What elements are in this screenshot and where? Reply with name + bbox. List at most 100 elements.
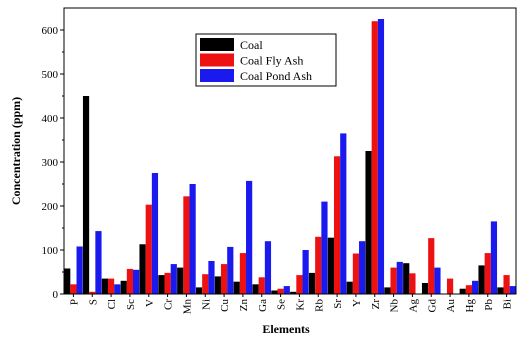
y-tick-label: 0 (53, 289, 59, 301)
bar-coal-pond-ash-P (76, 246, 83, 294)
bar-coal-fly-ash-Cr (164, 272, 171, 294)
bar-coal-fly-ash-Bi (503, 275, 510, 294)
y-tick-label: 300 (42, 157, 59, 169)
x-tick-label: Zr (370, 299, 382, 310)
x-tick-label: Y (351, 299, 363, 307)
bar-coal-pond-ash-Mn (189, 184, 196, 294)
x-axis: P S Cl Sc V Cr Mn Ni Cu Zn Ga Se Kr Rb Sr Y Zr Nb Ag Gd Au Hg… (68, 294, 514, 314)
x-tick-label: Ga (257, 299, 269, 312)
bar-coal-pond-ash-V (151, 173, 159, 294)
x-tick-label: Bi (502, 299, 514, 309)
bar-coal-pond-ash-Zn (246, 180, 253, 294)
bar-coal-pond-ash-Kr (302, 250, 309, 294)
bar-coal-fly-ash-Hg (465, 285, 473, 294)
bar-coal-Gd (421, 283, 429, 294)
bar-coal-fly-ash-P (70, 284, 77, 294)
bar-coal-fly-ash-Sc (126, 268, 134, 294)
x-tick-label: Nb (389, 299, 401, 313)
x-tick-label: Au (445, 299, 457, 313)
bar-coal-Zn (233, 281, 240, 294)
bar-coal-pond-ash-Y (359, 241, 366, 294)
bar-coal-fly-ash-Kr (296, 275, 303, 294)
legend-label-coal-pond-ash: Coal Pond Ash (240, 69, 312, 83)
bar-coal-V (139, 244, 146, 294)
bar-coal-Rb (308, 272, 316, 294)
bar-coal-fly-ash-Rb (315, 236, 322, 294)
bar-coal-pond-ash-Se (283, 286, 290, 294)
bar-coal-pond-ash-Zr (377, 19, 385, 294)
y-tick-label: 200 (42, 201, 59, 213)
x-tick-label: P (68, 299, 80, 305)
bar-coal-pond-ash-Hg (472, 280, 479, 294)
bar-coal-pond-ash-Pb (490, 221, 498, 294)
y-tick-label: 400 (42, 113, 59, 125)
x-tick-label: Pb (483, 299, 495, 311)
bar-coal-Ni (195, 287, 203, 294)
bar-coal-fly-ash-Ga (258, 277, 265, 294)
bar-coal-fly-ash-Gd (428, 238, 435, 294)
bar-coal-Sr (327, 237, 334, 294)
x-tick-label: Cl (106, 299, 118, 309)
bar-coal-Nb (384, 287, 391, 294)
x-tick-label: Sr (332, 299, 344, 309)
bar-coal-fly-ash-Sr (333, 156, 341, 294)
bar-coal-Bi (497, 287, 504, 294)
x-tick-label: Zn (238, 299, 250, 312)
bar-coal-Sc (120, 280, 127, 294)
y-tick-label: 100 (42, 245, 59, 257)
x-tick-label: Hg (464, 299, 476, 313)
bar-coal-fly-ash-Cu (220, 264, 228, 294)
bar-coal-fly-ash-Zn (239, 253, 247, 294)
x-tick-label: Cu (219, 299, 231, 312)
bar-coal-fly-ash-Cl (107, 278, 115, 294)
y-axis-title: Concentration (ppm) (9, 97, 23, 205)
bar-coal-fly-ash-V (145, 204, 152, 294)
bar-coal-fly-ash-Zr (371, 21, 378, 294)
x-tick-label: Se (276, 299, 288, 310)
x-tick-label: Kr (294, 299, 306, 311)
x-tick-label: V (144, 299, 156, 307)
y-tick-label: 500 (42, 69, 59, 81)
bar-coal-pond-ash-Sc (133, 269, 140, 294)
legend-label-coal: Coal (240, 38, 263, 52)
bar-coal-pond-ash-Gd (434, 267, 441, 294)
bar-coal-fly-ash-Au (446, 278, 454, 294)
bar-coal-Kr (290, 291, 297, 294)
bar-coal-S (82, 96, 90, 294)
bar-coal-pond-ash-Cr (170, 264, 177, 294)
legend-swatch-coal (200, 38, 234, 51)
x-tick-label: Ag (407, 299, 419, 313)
bar-coal-pond-ash-Bi (509, 286, 516, 294)
bar-coal-P (64, 268, 71, 294)
bar-coal-fly-ash-Nb (390, 267, 397, 294)
bar-coal-Cl (101, 278, 108, 294)
bar-coal-pond-ash-Rb (321, 201, 328, 294)
bar-coal-fly-ash-Se (277, 288, 284, 294)
x-tick-label: Rb (313, 299, 325, 312)
x-axis-title: Elements (262, 322, 310, 336)
bar-coal-Zr (365, 151, 372, 294)
bar-coal-pond-ash-Cu (227, 246, 234, 294)
bar-coal-fly-ash-Y (352, 253, 360, 294)
y-tick-label: 600 (42, 25, 59, 37)
bar-coal-pond-ash-Cl (114, 284, 121, 294)
y-axis: 0 100 200 300 400 500 600 (42, 25, 64, 301)
x-tick-label: S (87, 299, 99, 305)
bar-coal-Hg (459, 288, 466, 294)
bars-group (64, 19, 516, 294)
plot-frame (63, 7, 517, 295)
bar-coal-Pb (478, 265, 485, 294)
x-tick-label: Ni (200, 299, 212, 310)
x-tick-label: Sc (125, 299, 137, 310)
bar-coal-pond-ash-Ga (264, 241, 272, 294)
legend-label-coal-fly-ash: Coal Fly Ash (240, 54, 303, 68)
bar-coal-Y (346, 281, 353, 294)
bar-coal-pond-ash-Ni (208, 261, 215, 294)
bar-coal-Cu (214, 276, 221, 294)
x-tick-label: Cr (163, 299, 175, 310)
x-tick-label: Gd (426, 299, 438, 313)
bar-coal-pond-ash-S (95, 231, 102, 294)
bar-coal-fly-ash-S (89, 291, 96, 294)
